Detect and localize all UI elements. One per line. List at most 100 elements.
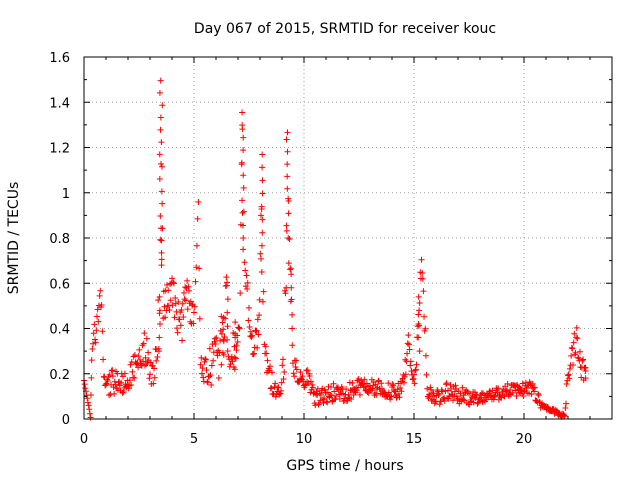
data-point bbox=[86, 410, 93, 417]
data-point bbox=[141, 330, 148, 337]
data-point bbox=[530, 385, 537, 392]
data-point bbox=[284, 185, 291, 192]
data-point bbox=[202, 356, 209, 363]
data-point bbox=[452, 382, 459, 389]
data-point bbox=[412, 367, 419, 374]
data-point bbox=[119, 389, 126, 396]
data-point bbox=[180, 314, 187, 321]
data-point bbox=[165, 287, 172, 294]
data-point bbox=[528, 391, 535, 398]
data-point bbox=[444, 387, 451, 394]
data-point bbox=[513, 392, 520, 399]
data-point bbox=[196, 265, 203, 272]
data-point bbox=[151, 374, 158, 381]
data-point bbox=[97, 287, 104, 294]
data-point bbox=[234, 338, 241, 345]
data-point bbox=[582, 375, 589, 382]
data-point bbox=[267, 363, 274, 370]
data-point bbox=[231, 354, 238, 361]
data-point bbox=[286, 236, 293, 243]
data-point bbox=[388, 393, 395, 400]
data-point bbox=[212, 340, 219, 347]
data-point bbox=[400, 379, 407, 386]
data-point bbox=[228, 353, 235, 360]
data-point bbox=[394, 386, 401, 393]
data-point bbox=[176, 316, 183, 323]
data-point bbox=[166, 307, 173, 314]
data-point bbox=[561, 412, 568, 419]
data-point bbox=[239, 197, 246, 204]
data-point bbox=[580, 356, 587, 363]
y-tick-label: 1.2 bbox=[49, 142, 70, 157]
data-point bbox=[284, 173, 291, 180]
data-point bbox=[220, 338, 227, 345]
data-point bbox=[129, 368, 136, 375]
data-point bbox=[84, 395, 91, 402]
data-point bbox=[395, 390, 402, 397]
data-point bbox=[127, 361, 134, 368]
data-point bbox=[256, 312, 263, 319]
data-point bbox=[275, 384, 282, 391]
data-point bbox=[353, 387, 360, 394]
data-point bbox=[109, 373, 116, 380]
data-point bbox=[397, 384, 404, 391]
data-point bbox=[242, 283, 249, 290]
data-point bbox=[219, 319, 226, 326]
data-point bbox=[343, 386, 350, 393]
data-point bbox=[283, 284, 290, 291]
data-point bbox=[327, 392, 334, 399]
data-point bbox=[239, 122, 246, 129]
data-point bbox=[250, 351, 257, 358]
data-point bbox=[232, 330, 239, 337]
data-point bbox=[313, 388, 320, 395]
data-point bbox=[220, 314, 227, 321]
data-point bbox=[285, 210, 292, 217]
data-point bbox=[356, 391, 363, 398]
data-point bbox=[491, 393, 498, 400]
data-point bbox=[86, 406, 93, 413]
data-point bbox=[240, 208, 247, 215]
data-point bbox=[487, 388, 494, 395]
data-point bbox=[430, 390, 437, 397]
data-point bbox=[220, 326, 227, 333]
y-tick-label: 1.6 bbox=[49, 51, 70, 66]
data-point bbox=[224, 336, 231, 343]
data-point bbox=[279, 356, 286, 363]
data-point bbox=[504, 380, 511, 387]
data-point bbox=[490, 396, 497, 403]
data-point bbox=[182, 297, 189, 304]
data-point bbox=[282, 290, 289, 297]
data-point bbox=[424, 385, 431, 392]
data-point bbox=[224, 296, 231, 303]
data-point bbox=[411, 371, 417, 378]
data-point bbox=[218, 330, 225, 337]
data-point bbox=[320, 399, 327, 406]
data-point bbox=[523, 385, 530, 392]
data-point bbox=[167, 280, 174, 287]
data-point bbox=[531, 384, 538, 391]
data-point bbox=[507, 386, 514, 393]
data-point bbox=[358, 377, 365, 384]
data-point bbox=[578, 374, 585, 381]
data-point bbox=[570, 339, 577, 346]
data-point bbox=[263, 350, 270, 357]
data-point bbox=[561, 413, 568, 420]
data-point bbox=[198, 354, 205, 361]
data-point bbox=[236, 325, 243, 332]
data-point bbox=[100, 356, 107, 363]
data-point bbox=[180, 289, 187, 296]
data-point bbox=[385, 389, 392, 396]
data-point bbox=[568, 352, 575, 359]
data-point bbox=[565, 371, 572, 378]
data-point bbox=[368, 387, 375, 394]
data-point bbox=[140, 340, 147, 347]
data-point bbox=[185, 283, 192, 290]
data-point bbox=[361, 384, 368, 391]
data-point bbox=[407, 362, 414, 369]
data-point bbox=[240, 246, 247, 253]
data-point bbox=[485, 394, 492, 401]
data-point bbox=[272, 393, 279, 400]
x-tick-label: 20 bbox=[516, 432, 533, 447]
data-point bbox=[422, 352, 429, 359]
